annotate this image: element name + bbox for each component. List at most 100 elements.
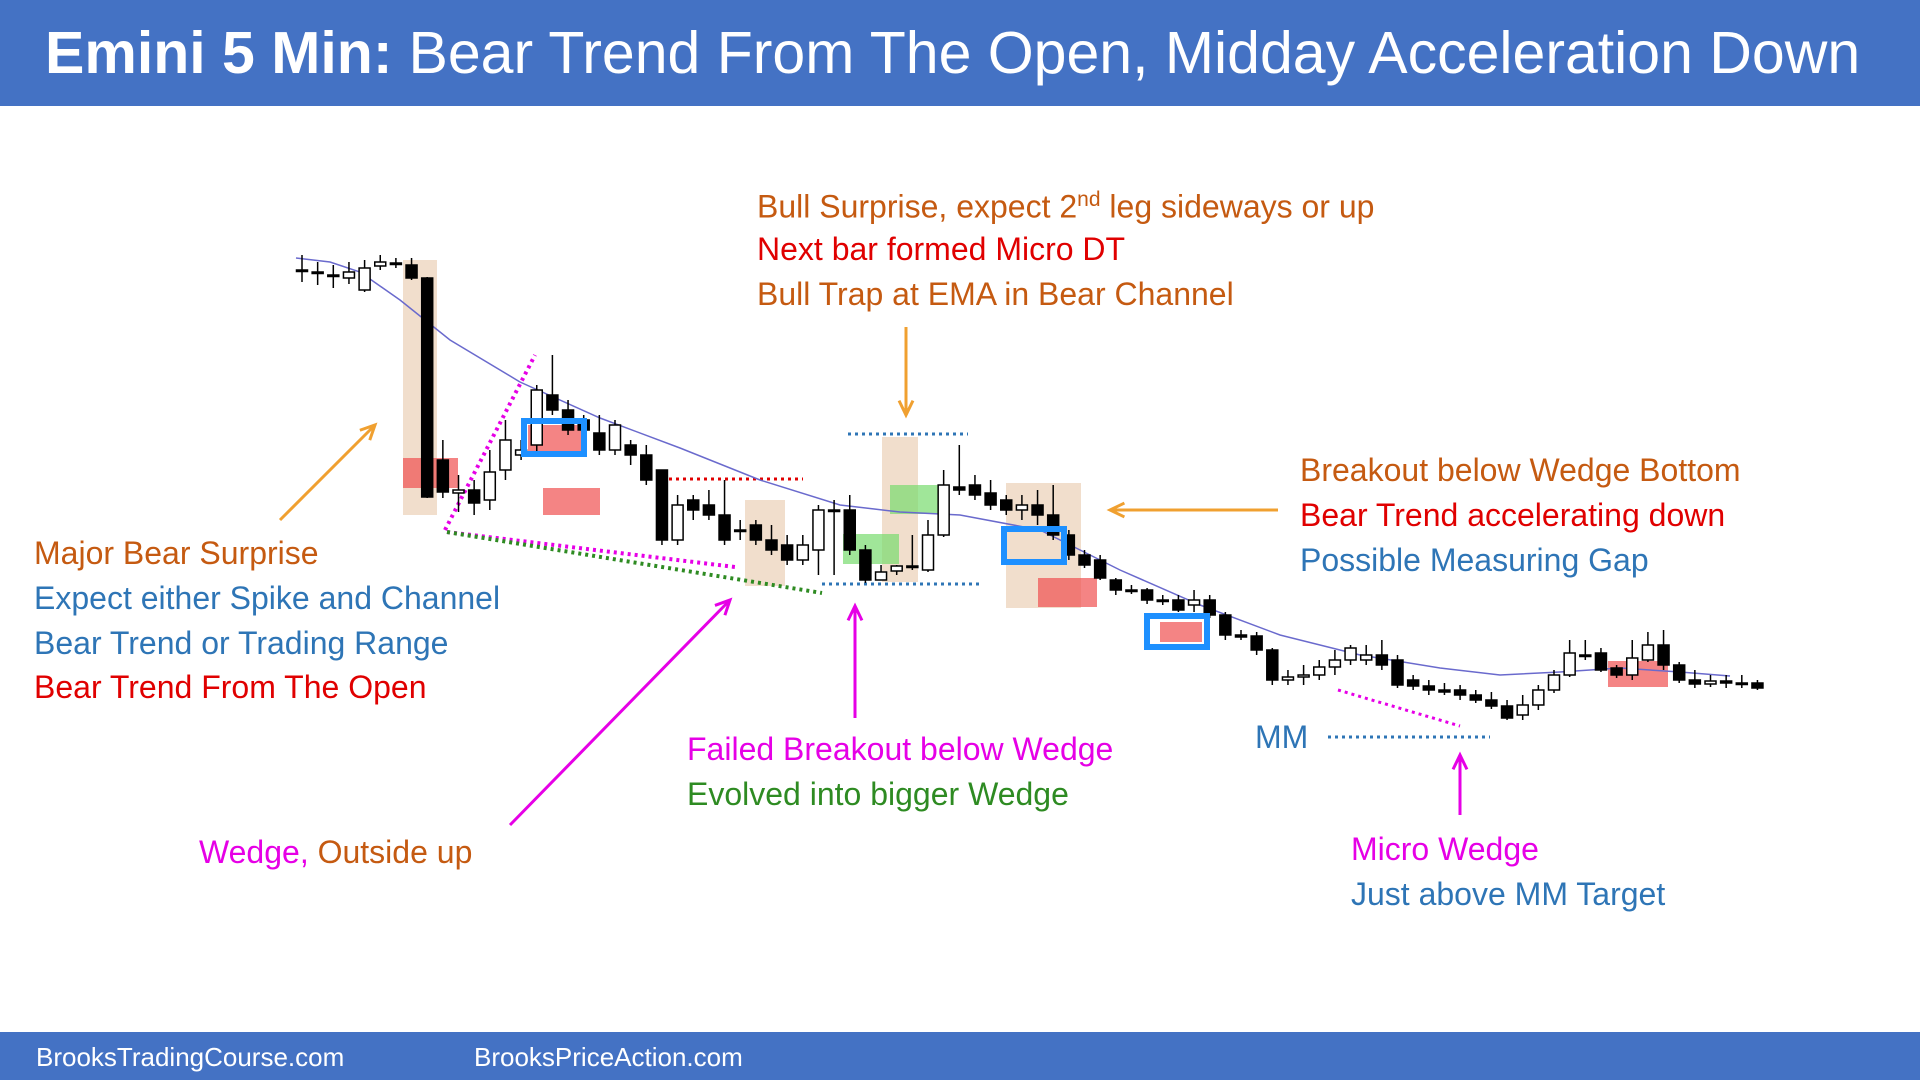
candle-body — [1109, 579, 1123, 591]
big-wedge-line — [446, 530, 823, 595]
candle-body — [1610, 667, 1623, 676]
candle-body — [1735, 682, 1749, 686]
candle-body — [1328, 659, 1342, 668]
highlight-box-11 — [890, 485, 946, 514]
candle-body — [937, 484, 950, 536]
highlight-box-1 — [745, 500, 785, 586]
candle-body — [640, 454, 653, 481]
candle-body — [327, 274, 340, 278]
candle-body — [1751, 682, 1764, 689]
mm-label: MM — [1255, 719, 1309, 755]
footer-link-left[interactable]: BrooksTradingCourse.com — [36, 1042, 345, 1072]
candle-body — [859, 549, 872, 581]
arrow-major-surprise — [278, 423, 377, 522]
candle-body — [593, 432, 606, 451]
candle-body — [1125, 589, 1138, 593]
candle-body — [796, 544, 810, 561]
measuring-gap-label: Possible Measuring Gap — [1300, 542, 1649, 578]
candle-body — [1015, 504, 1029, 511]
arrow-wedge-head — [714, 597, 733, 616]
title-rest: Bear Trend From The Open, Midday Acceler… — [408, 20, 1861, 86]
candle-body — [1626, 657, 1639, 676]
candle-body — [1156, 599, 1169, 603]
candle-body — [405, 264, 418, 279]
candle-body — [968, 484, 982, 496]
bigger-wedge-label: Evolved into bigger Wedge — [687, 776, 1069, 812]
candle-body — [1391, 659, 1404, 686]
candle-body — [1234, 634, 1248, 638]
candle-body — [874, 571, 888, 581]
micro-wedge-label: Micro Wedge — [1351, 831, 1539, 867]
candle-body — [1516, 704, 1529, 716]
candle-body — [358, 267, 371, 291]
candle-body — [1500, 705, 1514, 719]
candle-body — [452, 489, 465, 494]
signal-box-1 — [1001, 526, 1067, 565]
candle-body — [389, 262, 403, 266]
candle-body — [311, 271, 324, 275]
title-bold: Emini 5 Min: — [45, 20, 393, 86]
candle-body — [1046, 514, 1060, 536]
spike-channel-label: Expect either Spike and Channel — [34, 580, 501, 616]
candle-body — [749, 524, 763, 541]
candle-body — [1422, 685, 1436, 691]
candle-body — [1547, 674, 1561, 691]
candle-body — [827, 509, 841, 513]
candle-body — [1203, 599, 1216, 616]
candle-body — [1485, 699, 1498, 707]
bull-surprise-text-a: Bull Surprise, expect 2 — [757, 188, 1078, 225]
bull-surprise-sup: nd — [1077, 188, 1101, 211]
candle-body — [1281, 676, 1295, 681]
candle-body — [483, 471, 497, 501]
candle-body — [1078, 554, 1091, 566]
candle-body — [420, 277, 434, 498]
candle-body — [1594, 652, 1608, 671]
highlight-box-6 — [543, 488, 600, 515]
candle-body — [499, 439, 512, 471]
candle-body — [624, 444, 637, 456]
candle-body — [1579, 654, 1592, 658]
micro-dt-label: Next bar formed Micro DT — [757, 231, 1126, 267]
candle-body — [1469, 694, 1482, 701]
candle-body — [1672, 664, 1686, 681]
candle-body — [1641, 644, 1655, 661]
candle-body — [342, 271, 356, 279]
trading-range-label: Bear Trend or Trading Range — [34, 625, 449, 661]
candle-body — [687, 499, 700, 511]
candle-body — [718, 514, 731, 541]
wedge-outside-label: Wedge, Outside up — [199, 836, 472, 868]
footer-bar: BrooksTradingCourse.com BrooksPriceActio… — [0, 1032, 1920, 1080]
title-bar: Emini 5 Min: Bear Trend From The Open, M… — [0, 0, 1920, 106]
candle-body — [1344, 647, 1357, 661]
candle-body — [843, 509, 856, 551]
candle-body — [1297, 674, 1310, 678]
candle-body — [1532, 689, 1545, 706]
candle-body — [921, 534, 935, 571]
arrow-wedge — [508, 598, 732, 827]
candle-body — [1657, 644, 1670, 666]
candle-body — [1313, 666, 1326, 676]
mm-target-label: Just above MM Target — [1351, 876, 1666, 912]
outside-up-text: Outside up — [317, 834, 473, 870]
wedge-text: Wedge, — [199, 834, 318, 870]
candle-body — [1187, 599, 1201, 606]
major-surprise-label: Major Bear Surprise — [34, 535, 319, 571]
candle-body — [1172, 599, 1185, 611]
bear-accel-label: Bear Trend accelerating down — [1300, 497, 1726, 533]
candle-body — [1688, 679, 1702, 685]
candle-body — [530, 389, 543, 446]
candle-body — [984, 492, 997, 506]
candle-body — [1704, 680, 1717, 685]
micro-wedge-line — [1337, 688, 1461, 728]
candle-body — [1266, 649, 1279, 681]
candle-body — [812, 509, 825, 551]
candle-body — [1359, 654, 1373, 661]
arrow-breakout-head — [1106, 501, 1126, 519]
footer-link-right[interactable]: BrooksPriceAction.com — [474, 1042, 743, 1072]
candle-body — [1219, 614, 1232, 636]
candle-body — [1406, 679, 1420, 687]
candle-body — [1093, 559, 1107, 579]
candle-body — [702, 504, 716, 516]
candle-body — [1031, 504, 1044, 516]
